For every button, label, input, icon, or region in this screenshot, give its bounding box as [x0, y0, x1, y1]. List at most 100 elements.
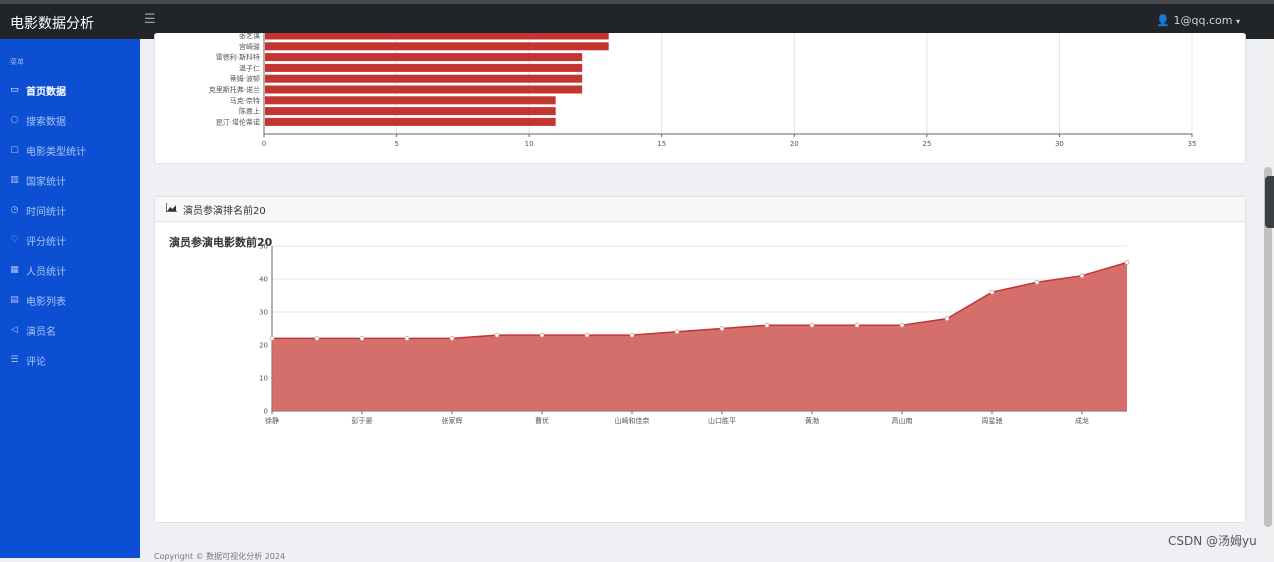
bar[interactable]: [265, 74, 583, 83]
user-icon: 👤: [1156, 14, 1171, 27]
clock-icon: ◷: [10, 204, 19, 215]
sidebar-item-9[interactable]: ☰ 评论: [0, 345, 140, 375]
y-category-label: 张艺谋: [239, 33, 260, 40]
data-point[interactable]: [944, 316, 950, 321]
page-scrollbar[interactable]: [1262, 39, 1274, 558]
user-menu[interactable]: 👤 1@qq.com ▾: [1156, 14, 1240, 27]
x-tick-label: 张家辉: [442, 416, 463, 425]
data-point[interactable]: [629, 332, 635, 338]
bar[interactable]: [265, 85, 583, 94]
bar[interactable]: [265, 33, 609, 40]
data-point[interactable]: [854, 322, 860, 328]
series-line: [272, 261, 1128, 340]
y-tick-label: 0: [264, 408, 268, 416]
bar[interactable]: [265, 117, 556, 126]
bar[interactable]: [265, 63, 583, 72]
bar[interactable]: [265, 96, 556, 105]
data-point[interactable]: [269, 336, 275, 341]
building-icon: ▦: [10, 264, 19, 275]
sidebar-item-label: 搜索数据: [26, 116, 66, 128]
area-chart-icon: [165, 203, 177, 215]
x-tick-label: 黄渤: [805, 416, 819, 425]
sidebar-item-6[interactable]: ▦ 人员统计: [0, 255, 140, 285]
y-tick-label: 50: [259, 243, 268, 251]
y-category-label: 陈嘉上: [239, 107, 260, 116]
area-fill: [272, 262, 1127, 411]
sidebar-item-7[interactable]: ▤ 电影列表: [0, 285, 140, 315]
bar[interactable]: [265, 53, 583, 62]
y-category-label: 宫崎骏: [239, 42, 260, 51]
y-category-label: 温子仁: [239, 63, 260, 72]
bar[interactable]: [265, 42, 609, 51]
chart-title: 演员参演电影数前20: [169, 236, 273, 249]
sidebar-item-0[interactable]: ▭ 首页数据: [0, 75, 140, 105]
sidebar-item-8[interactable]: ◁ 演员名: [0, 315, 140, 345]
sidebar-item-3[interactable]: ▥ 国家统计: [0, 165, 140, 195]
y-tick-label: 20: [259, 342, 268, 350]
x-tick-label: 彭于晏: [352, 416, 373, 425]
x-tick-label: 徐静: [265, 416, 279, 425]
x-tick-label: 10: [525, 140, 534, 148]
x-tick-label: 高山南: [892, 416, 913, 425]
director-bar-chart: 0 5 10 15 20 25 30 35 张艺谋宫崎骏雷德利·斯科特温子仁蒂姆·波顿克里斯托弗…: [209, 33, 1196, 148]
x-tick-label: 20: [790, 140, 799, 148]
data-point[interactable]: [449, 336, 455, 341]
x-tick-label: 山崎和佳奈: [615, 416, 650, 425]
list-icon: ☰: [10, 354, 19, 365]
actor-area-chart: 0 10 20 30 40 50 徐静 彭于晏 张家辉 曹优 山崎和佳奈 山口胜平 黄渤 高山南 周星驰 成龙: [259, 243, 1130, 425]
side-widget[interactable]: [1265, 176, 1274, 228]
director-chart-card: 0 5 10 15 20 25 30 35 张艺谋 宫崎骏 雷德利·斯科特 温子仁 蒂姆·波顿 克里斯托弗…: [154, 33, 1246, 164]
data-point[interactable]: [989, 289, 995, 295]
data-point[interactable]: [764, 322, 770, 328]
data-point[interactable]: [719, 326, 725, 331]
data-point[interactable]: [899, 322, 905, 328]
x-tick-label: 成龙: [1075, 416, 1089, 425]
sidebar-item-label: 评论: [26, 356, 46, 368]
x-tick-label: 25: [922, 140, 931, 148]
bar[interactable]: [265, 107, 556, 116]
data-point[interactable]: [539, 332, 545, 338]
data-point[interactable]: [1124, 260, 1130, 265]
data-point[interactable]: [674, 329, 680, 335]
data-point[interactable]: [314, 336, 320, 341]
sidebar-item-5[interactable]: ♡ 评分统计: [0, 225, 140, 255]
x-tick-label: 曹优: [535, 416, 549, 425]
sidebar-item-2[interactable]: ▢ 电影类型统计: [0, 135, 140, 165]
data-point[interactable]: [809, 322, 815, 328]
scrollbar-thumb[interactable]: [1264, 167, 1272, 527]
actor-chart-card: 演员参演排名前20 演员参演电影数前20 0 10 20 30 40 50 徐静 彭于晏 张家辉…: [154, 196, 1246, 523]
data-point[interactable]: [404, 336, 410, 341]
sidebar-item-label: 评分统计: [26, 236, 66, 248]
search-icon: ○: [10, 114, 19, 125]
x-tick-label: 周星驰: [982, 416, 1003, 425]
y-category-label: 克里斯托弗·诺兰: [209, 85, 260, 94]
y-tick-label: 30: [259, 309, 268, 317]
x-tick-label: 山口胜平: [708, 416, 736, 425]
app-title[interactable]: 电影数据分析: [10, 16, 94, 32]
data-point[interactable]: [494, 332, 500, 338]
y-category-label: 雷德利·斯科特: [216, 53, 260, 62]
data-point[interactable]: [359, 336, 365, 341]
sidebar-item-label: 首页数据: [26, 86, 66, 98]
copy-icon: ▢: [10, 144, 19, 155]
monitor-icon: ▭: [10, 84, 19, 95]
sidebar-item-1[interactable]: ○ 搜索数据: [0, 105, 140, 135]
data-point[interactable]: [584, 332, 590, 338]
card-header-title: 演员参演排名前20: [183, 205, 266, 217]
sidebar-item-label: 电影列表: [26, 296, 66, 308]
data-point[interactable]: [1034, 279, 1040, 285]
y-tick-label: 10: [259, 375, 268, 383]
menu-icon[interactable]: ☰: [144, 12, 156, 27]
data-point[interactable]: [1079, 273, 1085, 279]
sidebar-item-4[interactable]: ◷ 时间统计: [0, 195, 140, 225]
y-category-label: 昆汀·塔伦蒂诺: [216, 117, 260, 126]
columns-icon: ▥: [10, 174, 19, 185]
window-top-strip: [0, 0, 1274, 4]
footer: Copyright © 数据可视化分析 2024: [154, 552, 286, 561]
sidebar-item-label: 演员名: [26, 326, 56, 338]
x-tick-label: 15: [657, 140, 666, 148]
y-category-label: 马克·奈特: [230, 96, 260, 105]
sidebar-item-label: 时间统计: [26, 206, 66, 218]
send-icon: ◁: [11, 324, 18, 335]
y-category-label: 蒂姆·波顿: [230, 74, 260, 83]
